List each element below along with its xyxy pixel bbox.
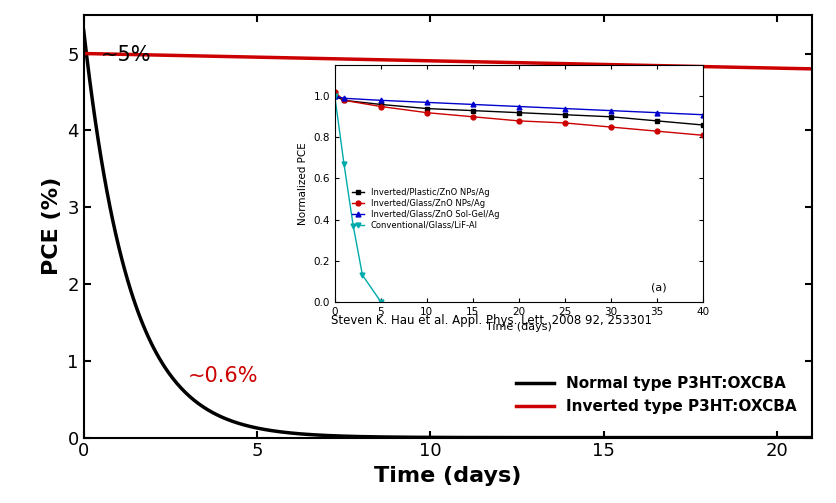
Line: Inverted/Plastic/ZnO NPs/Ag: Inverted/Plastic/ZnO NPs/Ag [332, 94, 705, 127]
Inverted/Glass/ZnO Sol-Gel/Ag [421, 100, 431, 106]
Inverted/Glass/ZnO NPs/Ag [375, 104, 385, 110]
Line: Inverted/Glass/ZnO NPs/Ag: Inverted/Glass/ZnO NPs/Ag [332, 90, 705, 138]
Text: ~0.6%: ~0.6% [187, 366, 258, 386]
Inverted/Plastic/ZnO NPs/Ag [375, 102, 385, 108]
Text: ~4.8%: ~4.8% [603, 72, 673, 92]
Inverted/Glass/ZnO Sol-Gel/Ag [559, 106, 569, 112]
Inverted/Glass/ZnO NPs/Ag [421, 110, 431, 116]
Line: Inverted/Glass/ZnO Sol-Gel/Ag: Inverted/Glass/ZnO Sol-Gel/Ag [332, 94, 705, 117]
Inverted/Glass/ZnO NPs/Ag [651, 128, 661, 134]
Conventional/Glass/LiF-Al [375, 299, 385, 305]
Inverted/Plastic/ZnO NPs/Ag [605, 114, 615, 120]
Inverted/Plastic/ZnO NPs/Ag [513, 110, 523, 116]
Inverted/Glass/ZnO Sol-Gel/Ag [697, 112, 707, 118]
Inverted/Glass/ZnO NPs/Ag [329, 89, 339, 95]
Text: (a): (a) [650, 282, 666, 292]
Y-axis label: Normalized PCE: Normalized PCE [298, 142, 308, 225]
Inverted/Glass/ZnO Sol-Gel/Ag [651, 110, 661, 116]
Inverted/Glass/ZnO NPs/Ag [339, 97, 349, 103]
X-axis label: Time (days): Time (days) [486, 322, 551, 332]
Legend: Inverted/Plastic/ZnO NPs/Ag, Inverted/Glass/ZnO NPs/Ag, Inverted/Glass/ZnO Sol-G: Inverted/Plastic/ZnO NPs/Ag, Inverted/Gl… [349, 186, 501, 231]
Inverted/Glass/ZnO NPs/Ag [513, 118, 523, 124]
Inverted/Glass/ZnO Sol-Gel/Ag [467, 102, 477, 108]
Inverted/Plastic/ZnO NPs/Ag [697, 122, 707, 128]
Inverted/Glass/ZnO NPs/Ag [605, 124, 615, 130]
Y-axis label: PCE (%): PCE (%) [42, 177, 62, 276]
Legend: Normal type P3HT:OXCBA, Inverted type P3HT:OXCBA: Normal type P3HT:OXCBA, Inverted type P3… [507, 369, 803, 422]
Inverted/Glass/ZnO Sol-Gel/Ag [513, 104, 523, 110]
Conventional/Glass/LiF-Al [339, 161, 349, 167]
Inverted/Glass/ZnO NPs/Ag [697, 132, 707, 138]
Inverted/Plastic/ZnO NPs/Ag [559, 112, 569, 118]
Conventional/Glass/LiF-Al [329, 93, 339, 99]
Conventional/Glass/LiF-Al [348, 223, 358, 229]
X-axis label: Time (days): Time (days) [374, 466, 521, 486]
Inverted/Plastic/ZnO NPs/Ag [651, 118, 661, 124]
Inverted/Plastic/ZnO NPs/Ag [339, 97, 349, 103]
Inverted/Glass/ZnO Sol-Gel/Ag [375, 97, 385, 103]
Inverted/Glass/ZnO Sol-Gel/Ag [329, 93, 339, 99]
Inverted/Glass/ZnO Sol-Gel/Ag [605, 108, 615, 114]
Text: Steven K. Hau et al. Appl. Phys. Lett. 2008 92, 253301: Steven K. Hau et al. Appl. Phys. Lett. 2… [330, 314, 651, 327]
Text: ~5%: ~5% [101, 45, 151, 65]
Inverted/Glass/ZnO NPs/Ag [467, 114, 477, 120]
Line: Conventional/Glass/LiF-Al: Conventional/Glass/LiF-Al [332, 94, 383, 304]
Conventional/Glass/LiF-Al [357, 272, 367, 278]
Inverted/Plastic/ZnO NPs/Ag [421, 106, 431, 112]
Inverted/Plastic/ZnO NPs/Ag [329, 93, 339, 99]
Inverted/Plastic/ZnO NPs/Ag [467, 108, 477, 114]
Inverted/Glass/ZnO NPs/Ag [559, 120, 569, 126]
Inverted/Glass/ZnO Sol-Gel/Ag [339, 95, 349, 101]
